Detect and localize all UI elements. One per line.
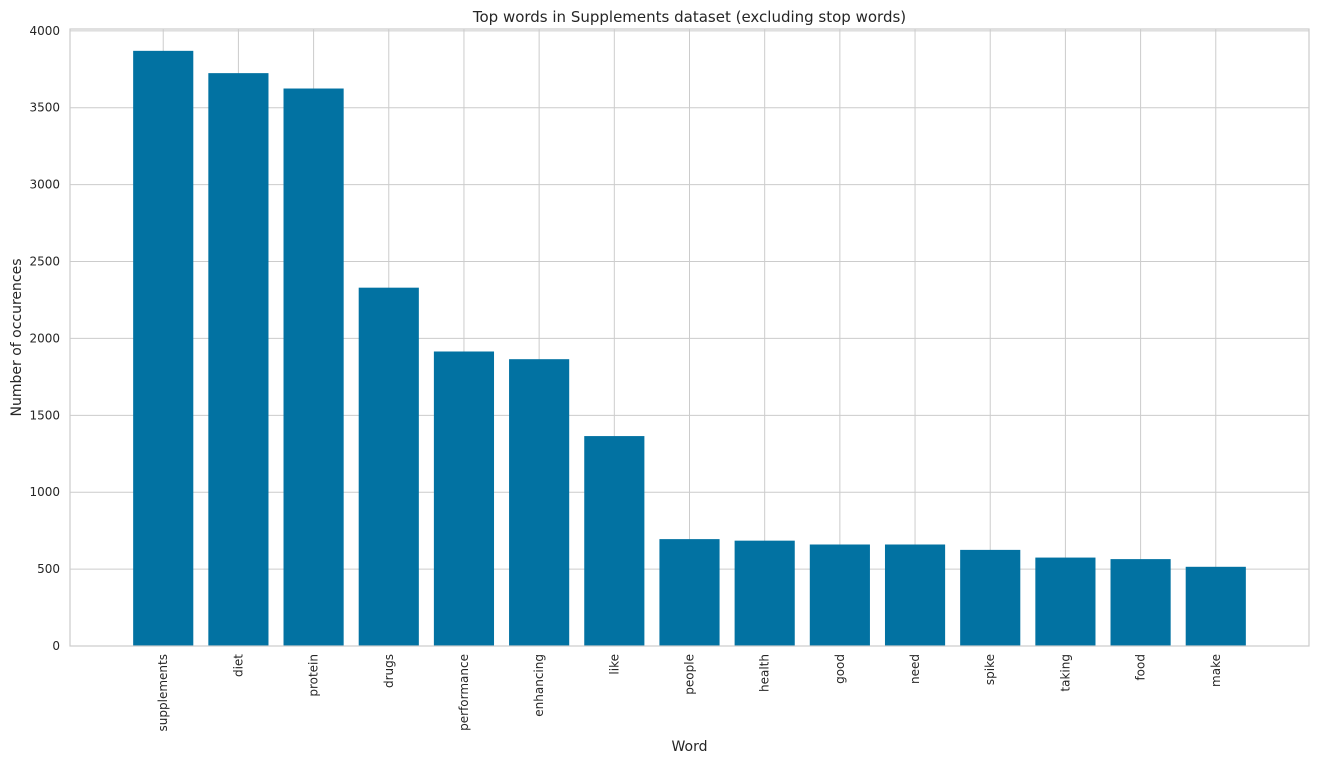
bars xyxy=(133,50,1246,647)
plot-frame xyxy=(69,28,1310,647)
x-tick-label-people: people xyxy=(683,654,697,695)
y-tick-label: 4000 xyxy=(29,24,60,38)
bar-enhancing xyxy=(509,359,570,646)
y-tick-label: 3500 xyxy=(29,101,60,115)
x-tick-label-performance: performance xyxy=(457,654,471,731)
bar-food xyxy=(1110,559,1171,646)
bar-drugs xyxy=(358,287,419,646)
x-tick-label-like: like xyxy=(607,654,621,675)
bar-like xyxy=(584,436,645,646)
y-tick-label: 0 xyxy=(52,639,60,653)
y-tick-label: 1000 xyxy=(29,485,60,499)
y-axis-label: Number of occurences xyxy=(9,258,25,416)
x-tick-label-make: make xyxy=(1209,654,1223,687)
x-tick-label-good: good xyxy=(833,654,847,684)
bar-supplements xyxy=(133,50,194,646)
bar-spike xyxy=(960,549,1021,646)
bar-diet xyxy=(208,73,269,647)
x-tick-label-taking: taking xyxy=(1058,654,1072,692)
x-tick-label-enhancing: enhancing xyxy=(532,654,546,717)
y-tick-labels: 0 500 1000 1500 2000 2500 3000 3500 4000 xyxy=(29,24,60,653)
x-tick-label-protein: protein xyxy=(307,654,321,697)
x-tick-label-diet: diet xyxy=(231,654,245,677)
x-tick-label-need: need xyxy=(908,654,922,684)
x-tick-label-health: health xyxy=(758,654,772,692)
x-tick-label-food: food xyxy=(1134,654,1148,681)
x-axis-label: Word xyxy=(672,739,708,755)
bar-performance xyxy=(433,351,495,646)
bar-people xyxy=(659,539,720,646)
y-tick-label: 3000 xyxy=(29,178,60,192)
bar-health xyxy=(734,540,795,646)
bar-make xyxy=(1185,566,1246,646)
y-tick-label: 1500 xyxy=(29,408,60,422)
x-tick-labels: supplements diet protein drugs performance en… xyxy=(156,654,1223,732)
bar-protein xyxy=(283,88,344,646)
bar-good xyxy=(809,544,870,646)
x-tick-label-spike: spike xyxy=(983,654,997,685)
x-tick-label-drugs: drugs xyxy=(382,654,396,688)
x-tick-label-supplements: supplements xyxy=(156,654,170,731)
y-tick-label: 2500 xyxy=(29,255,60,269)
bar-need xyxy=(884,544,946,646)
bar-taking xyxy=(1035,557,1096,646)
chart-title: Top words in Supplements dataset (exclud… xyxy=(472,8,906,26)
y-tick-label: 2000 xyxy=(29,331,60,345)
y-tick-label: 500 xyxy=(37,562,60,576)
